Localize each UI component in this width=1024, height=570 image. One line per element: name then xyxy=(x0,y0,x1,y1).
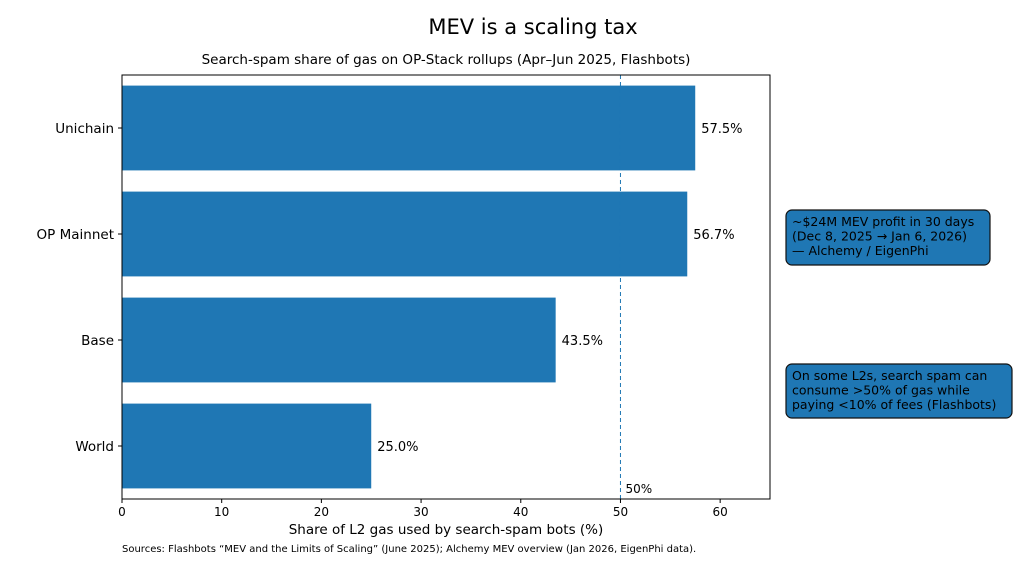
data-label: 57.5% xyxy=(701,122,742,137)
annotation-text: ~$24M MEV profit in 30 days xyxy=(792,214,974,229)
x-axis-label: Share of L2 gas used by search-spam bots… xyxy=(289,522,604,538)
y-tick-label: World xyxy=(75,439,114,455)
annotation-text: consume >50% of gas while xyxy=(792,383,970,398)
annotation-text: paying <10% of fees (Flashbots) xyxy=(792,397,996,412)
plot-area: 57.5% Unichain 56.7% OP Mainnet 43.5% Base 25.… xyxy=(37,75,743,519)
x-tick-label: 30 xyxy=(413,505,428,519)
x-tick-label: 10 xyxy=(214,505,229,519)
x-tick-label: 40 xyxy=(513,505,528,519)
y-tick-label: Base xyxy=(81,333,114,349)
x-tick-label: 20 xyxy=(314,505,329,519)
data-label: 43.5% xyxy=(562,334,603,349)
plot-frame xyxy=(121,74,771,500)
chart-title: MEV is a scaling tax xyxy=(428,15,637,39)
data-label: 56.7% xyxy=(693,228,734,243)
y-tick-label: Unichain xyxy=(55,121,114,137)
footnote: Sources: Flashbots “MEV and the Limits o… xyxy=(122,544,696,555)
chart-subtitle: Search-spam share of gas on OP-Stack rol… xyxy=(202,52,691,68)
x-tick-label: 60 xyxy=(713,505,728,519)
reference-line-label: 50% xyxy=(625,482,652,496)
annotation-text: On some L2s, search spam can xyxy=(792,368,987,383)
annotation-text: — Alchemy / EigenPhi xyxy=(792,243,929,258)
annotation-box: ~$24M MEV profit in 30 days(Dec 8, 2025 … xyxy=(785,209,991,266)
x-tick-label: 50 xyxy=(613,505,628,519)
bar xyxy=(122,191,688,277)
bar xyxy=(122,85,696,171)
y-tick-label: OP Mainnet xyxy=(37,227,114,243)
bar xyxy=(122,403,372,489)
bar xyxy=(122,297,556,383)
data-label: 25.0% xyxy=(377,440,418,455)
x-tick-label: 0 xyxy=(118,505,126,519)
annotation-text: (Dec 8, 2025 → Jan 6, 2026) xyxy=(792,229,967,244)
